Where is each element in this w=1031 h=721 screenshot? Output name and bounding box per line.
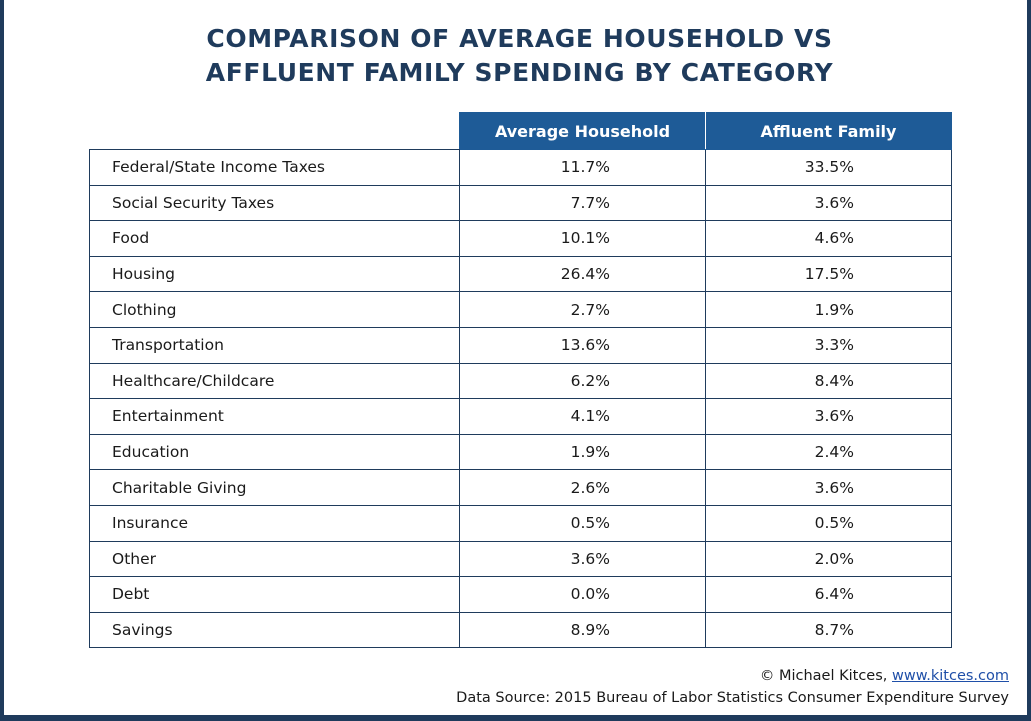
table-row: Clothing 2.7% 1.9% [89,291,952,328]
average-household-cell: 11.7% [459,149,706,186]
affluent-family-cell: 8.4% [705,362,952,400]
value-label: 3.6% [570,549,610,568]
category-cell: Healthcare/Childcare [89,362,460,400]
table-row: Insurance 0.5% 0.5% [89,504,952,542]
table-row: Education 1.9% 2.4% [89,433,952,471]
value-label: 33.5% [804,158,854,177]
average-household-cell: 2.7% [459,291,706,328]
chart-footer: © Michael Kitces, www.kitces.com Data So… [456,665,1009,709]
value-label: 26.4% [560,265,610,284]
table-row: Federal/State Income Taxes 11.7% 33.5% [89,149,952,186]
category-cell: Education [89,433,460,471]
value-label: 10.1% [560,229,610,248]
value-label: 2.0% [814,549,854,568]
value-label: 3.3% [814,336,854,355]
average-household-cell: 0.5% [459,504,706,542]
affluent-family-cell: 17.5% [705,255,952,293]
category-cell: Debt [89,576,460,613]
table-row: Charitable Giving 2.6% 3.6% [89,469,952,506]
value-label: 3.6% [814,407,854,426]
value-label: 4.6% [814,229,854,248]
value-label: 7.7% [570,193,610,212]
average-household-cell: 1.9% [459,433,706,471]
credit-text: © Michael Kitces, [759,668,892,684]
category-cell: Transportation [89,326,460,364]
value-label: 4.1% [570,407,610,426]
value-label: 3.6% [814,193,854,212]
value-label: 8.7% [814,621,854,640]
chart-title: COMPARISON OF AVERAGE HOUSEHOLD VS AFFLU… [4,22,1031,90]
average-household-cell: 4.1% [459,398,706,435]
category-cell: Clothing [89,291,460,328]
affluent-family-cell: 3.3% [705,326,952,364]
category-cell: Other [89,540,460,578]
average-household-cell: 7.7% [459,184,706,222]
affluent-family-cell: 33.5% [705,149,952,186]
category-cell: Savings [89,611,460,649]
value-label: 0.5% [814,514,854,533]
category-cell: Food [89,220,460,257]
value-label: 13.6% [560,336,610,355]
value-label: 2.4% [814,443,854,462]
table-row: Savings 8.9% 8.7% [89,611,952,649]
affluent-family-cell: 3.6% [705,184,952,222]
affluent-family-cell: 0.5% [705,504,952,542]
value-label: 8.4% [814,371,854,390]
category-cell: Insurance [89,504,460,542]
chart-title-line-2: AFFLUENT FAMILY SPENDING BY CATEGORY [205,58,834,87]
table-row: Housing 26.4% 17.5% [89,255,952,293]
credit-line: © Michael Kitces, www.kitces.com [456,665,1009,687]
value-label: 6.4% [814,585,854,604]
average-household-cell: 3.6% [459,540,706,578]
data-source: Data Source: 2015 Bureau of Labor Statis… [456,690,1009,706]
table-row: Healthcare/Childcare 6.2% 8.4% [89,362,952,400]
average-household-cell: 26.4% [459,255,706,293]
spending-table: Average Household Affluent Family Federa… [89,112,952,649]
table-row: Social Security Taxes 7.7% 3.6% [89,184,952,222]
affluent-family-cell: 2.0% [705,540,952,578]
average-household-cell: 6.2% [459,362,706,400]
affluent-family-cell: 3.6% [705,469,952,506]
average-household-cell: 10.1% [459,220,706,257]
table-row: Debt 0.0% 6.4% [89,576,952,613]
affluent-family-cell: 1.9% [705,291,952,328]
affluent-family-cell: 8.7% [705,611,952,649]
category-cell: Federal/State Income Taxes [89,149,460,186]
value-label: 0.0% [570,585,610,604]
table-row: Food 10.1% 4.6% [89,220,952,257]
column-header-average-household: Average Household [459,112,706,150]
value-label: 3.6% [814,478,854,497]
kitces-link[interactable]: www.kitces.com [892,668,1009,684]
affluent-family-cell: 3.6% [705,398,952,435]
table-header-row: Average Household Affluent Family [89,112,952,150]
value-label: 1.9% [814,300,854,319]
average-household-cell: 0.0% [459,576,706,613]
value-label: 2.6% [570,478,610,497]
table-row: Other 3.6% 2.0% [89,540,952,578]
category-cell: Entertainment [89,398,460,435]
category-cell: Social Security Taxes [89,184,460,222]
value-label: 11.7% [560,158,610,177]
value-label: 8.9% [570,621,610,640]
table-row: Transportation 13.6% 3.3% [89,326,952,364]
value-label: 1.9% [570,443,610,462]
table-body: Federal/State Income Taxes 11.7% 33.5% Soci… [89,149,952,649]
table-header-blank [89,112,460,150]
affluent-family-cell: 4.6% [705,220,952,257]
value-label: 0.5% [570,514,610,533]
category-cell: Charitable Giving [89,469,460,506]
category-cell: Housing [89,255,460,293]
value-label: 17.5% [804,265,854,284]
table-row: Entertainment 4.1% 3.6% [89,398,952,435]
value-label: 2.7% [570,300,610,319]
chart-title-line-1: COMPARISON OF AVERAGE HOUSEHOLD VS [206,24,833,53]
affluent-family-cell: 2.4% [705,433,952,471]
average-household-cell: 13.6% [459,326,706,364]
affluent-family-cell: 6.4% [705,576,952,613]
value-label: 6.2% [570,371,610,390]
column-header-affluent-family: Affluent Family [705,112,952,150]
average-household-cell: 8.9% [459,611,706,649]
average-household-cell: 2.6% [459,469,706,506]
